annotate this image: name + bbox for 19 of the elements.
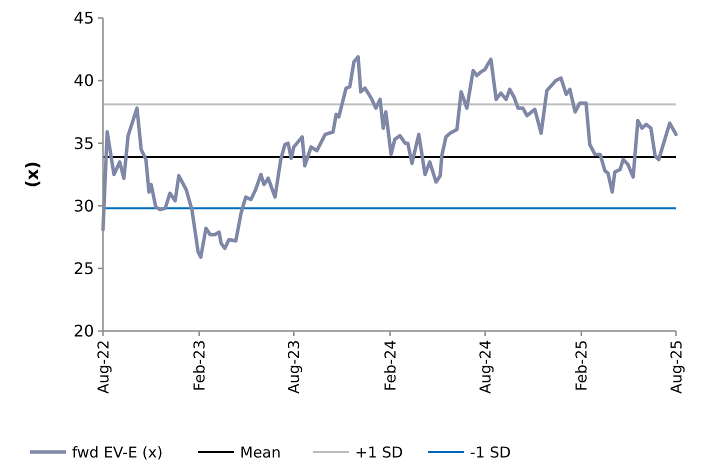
- y-tick-label: 20: [74, 322, 94, 341]
- y-tick-label: 35: [74, 134, 94, 153]
- legend-label: fwd EV-E (x): [72, 443, 163, 462]
- y-axis-title: (x): [22, 161, 43, 188]
- legend-label: +1 SD: [355, 443, 403, 462]
- x-tick-label: Aug-24: [476, 340, 494, 394]
- line-series: [101, 55, 678, 259]
- legend-label: -1 SD: [470, 443, 511, 462]
- y-tick-label: 30: [74, 196, 94, 216]
- x-tick-label: Feb-25: [572, 340, 591, 392]
- x-tick-label: Aug-22: [94, 340, 112, 394]
- legend-label: Mean: [240, 443, 281, 462]
- x-tick-label: Aug-23: [285, 340, 304, 394]
- y-tick-label: 40: [74, 71, 94, 90]
- x-tick-label: Feb-23: [190, 340, 208, 392]
- y-tick-label: 45: [74, 8, 94, 28]
- x-tick-label: Aug-25: [667, 340, 686, 394]
- y-tick-label: 25: [74, 259, 94, 278]
- x-tick-label: Feb-24: [381, 340, 400, 392]
